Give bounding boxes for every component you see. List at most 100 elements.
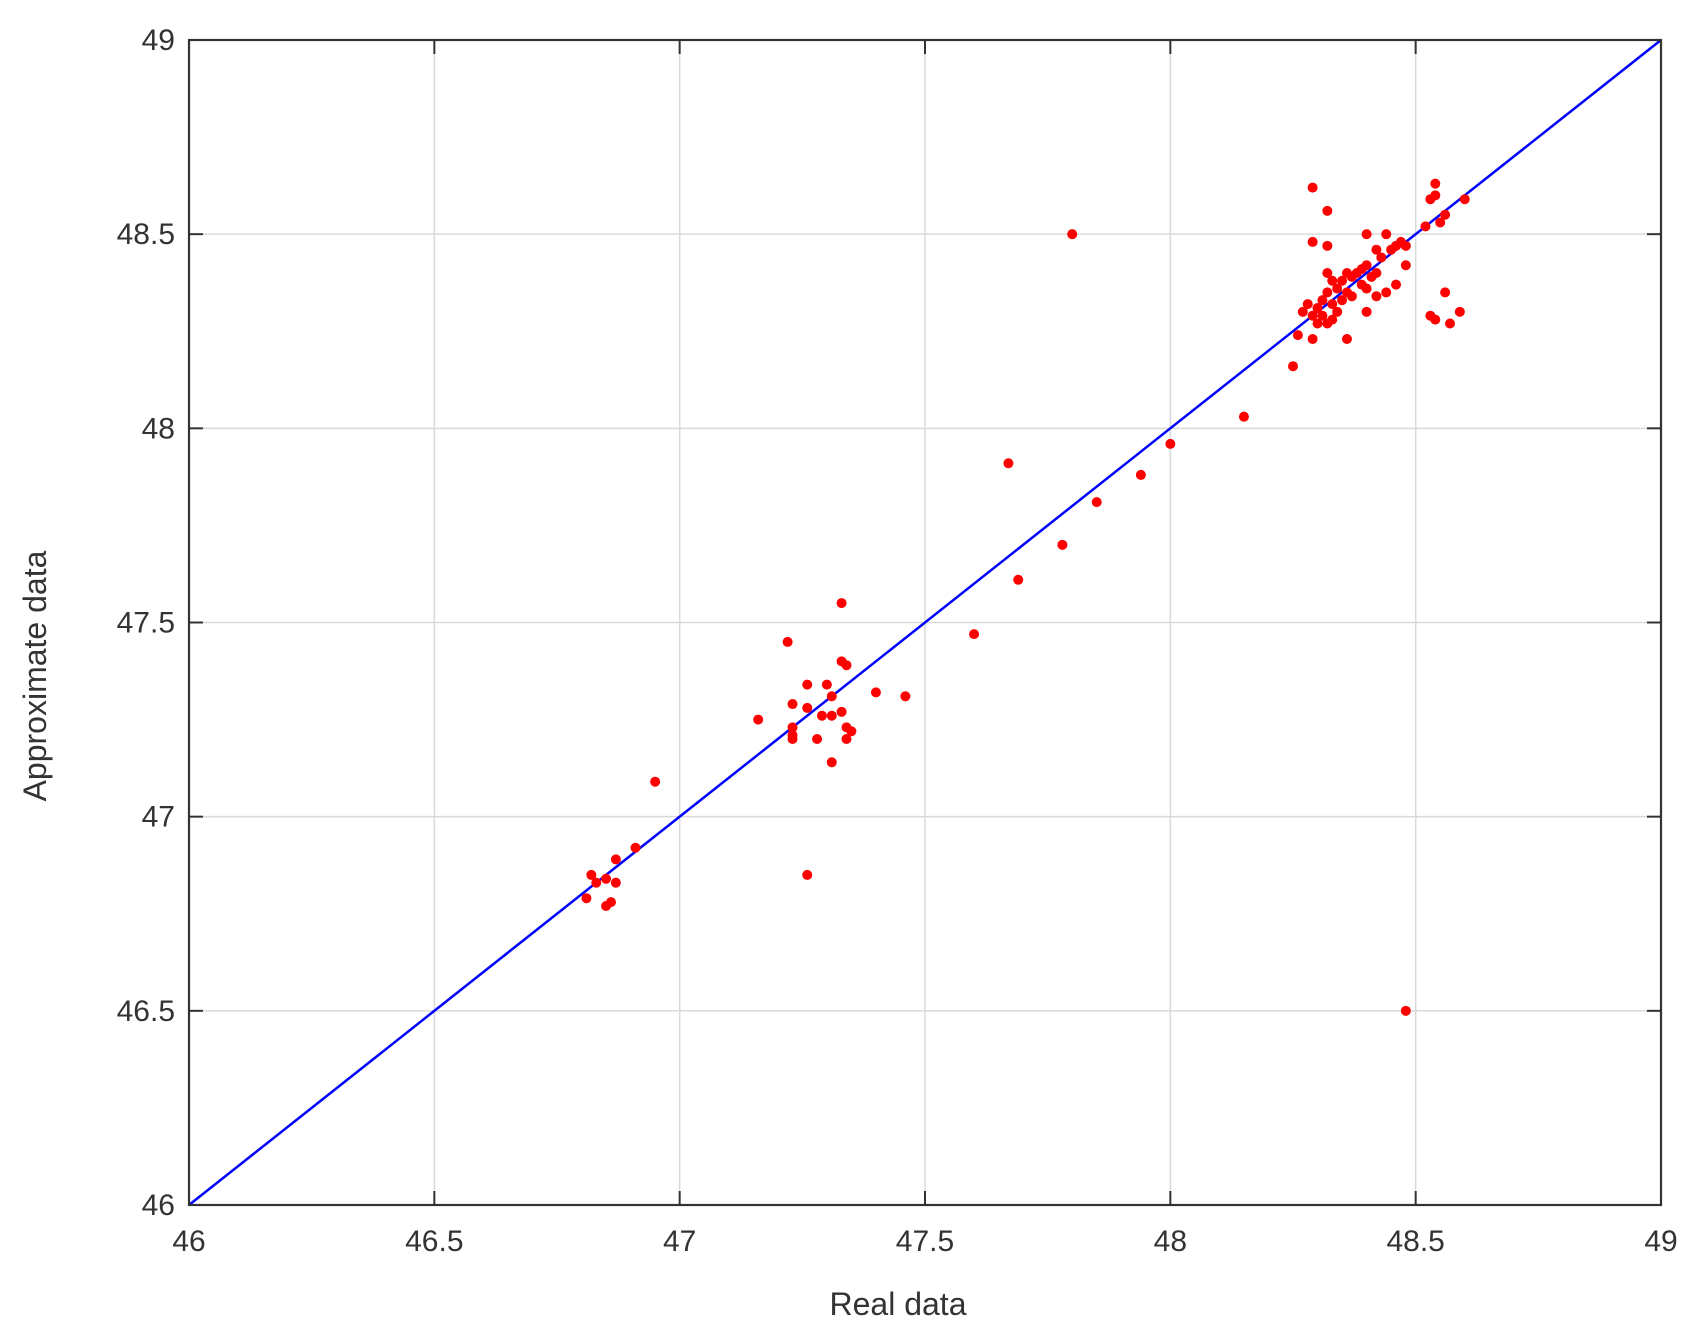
scatter-point [610,854,621,865]
scatter-point [1327,314,1338,325]
x-tick-label: 47.5 [896,1225,954,1258]
scatter-point [1057,539,1068,550]
scatter-point [787,699,798,710]
scatter-point [1288,361,1298,372]
x-tick-label: 46.5 [405,1225,463,1258]
scatter-point [1238,411,1249,422]
scatter-point [1381,229,1392,240]
tick-labels: 46 46.5 47 47.5 48 48.5 49 46 46.5 47 47.5 48 48.5 49 [117,24,1678,1258]
data-points [581,178,1470,1016]
scatter-point [1302,299,1313,310]
scatter-point [630,842,641,853]
y-tick-label: 48.5 [117,218,175,251]
y-tick-label: 46.5 [117,995,175,1028]
scatter-point [1371,244,1382,255]
scatter-point [1430,178,1441,189]
scatter-point [650,776,661,787]
scatter-point [1371,268,1382,278]
scatter-point [581,893,592,904]
scatter-point [1091,497,1102,508]
scatter-point [610,877,621,888]
scatter-point [605,897,616,908]
x-tick-label: 46 [172,1225,205,1258]
scatter-point [1400,260,1411,271]
scatter-point [841,660,852,671]
scatter-point [1322,240,1333,251]
scatter-point [1346,291,1357,302]
scatter-point [1341,334,1352,345]
scatter-point [1332,283,1343,294]
scatter-point [1297,306,1308,317]
scatter-point [1440,209,1451,220]
scatter-point [1400,1005,1411,1016]
scatter-point [782,636,793,647]
scatter-point [802,869,813,880]
scatter-point [826,710,837,721]
scatter-point [591,877,602,888]
scatter-point [787,734,798,744]
x-tick-label: 47 [663,1225,696,1258]
scatter-point [1445,318,1456,329]
scatter-point [816,710,827,721]
scatter-point [1371,291,1382,302]
scatter-point [1322,287,1333,298]
scatter-point [1454,306,1465,317]
x-tick-label: 48 [1154,1225,1187,1258]
scatter-point [812,734,823,744]
plot-area-border [187,38,1663,1207]
y-tick-label: 49 [142,24,175,57]
scatter-point [900,691,911,702]
scatter-point [1135,469,1146,480]
y-axis-title: Approximate data [17,550,53,801]
scatter-point [969,629,980,640]
x-tick-label: 48.5 [1386,1225,1444,1258]
scatter-point [586,869,597,880]
scatter-point [1459,194,1470,205]
scatter-point [1067,229,1078,240]
scatter-point [1332,306,1343,317]
scatter-point [802,679,813,690]
scatter-point [1361,229,1372,240]
scatter-point [1307,334,1318,345]
scatter-point [836,598,847,609]
scatter-point [826,691,837,702]
y-tick-label: 46 [142,1189,175,1222]
y-tick-label: 48 [142,412,175,445]
scatter-point [1430,190,1441,201]
scatter-point [1420,221,1431,232]
reference-line [188,39,1662,1206]
scatter-point [870,687,881,698]
scatter-point [601,873,612,884]
scatter-point [1307,310,1318,321]
scatter-point [1312,318,1323,329]
scatter-point [1440,287,1451,298]
scatter-point [1322,268,1333,278]
scatter-point [1013,574,1024,585]
x-tick-label: 49 [1644,1225,1677,1258]
scatter-point [1361,306,1372,317]
scatter-point [1292,330,1303,341]
axes-frame [187,38,1663,1207]
x-axis-title: Real data [830,1286,967,1322]
scatter-point [1391,279,1402,290]
scatter-point [1317,295,1328,306]
scatter-point [1376,252,1387,263]
scatter-point [787,722,798,733]
scatter-point [841,734,852,744]
scatter-point [1381,287,1392,298]
scatter-point [846,726,857,737]
scatter-point [826,757,837,768]
y-tick-label: 47 [142,801,175,834]
scatter-point [1337,295,1348,306]
scatter-point [1435,217,1446,228]
scatter-point [1165,438,1176,449]
scatter-point [1400,240,1411,251]
scatter-point [836,706,847,717]
scatter-point [1361,283,1372,294]
scatter-point [1307,236,1318,247]
scatter-point [821,679,832,690]
reference-line-group [188,39,1662,1206]
y-tick-label: 47.5 [117,607,175,640]
scatter-point [1327,299,1338,310]
